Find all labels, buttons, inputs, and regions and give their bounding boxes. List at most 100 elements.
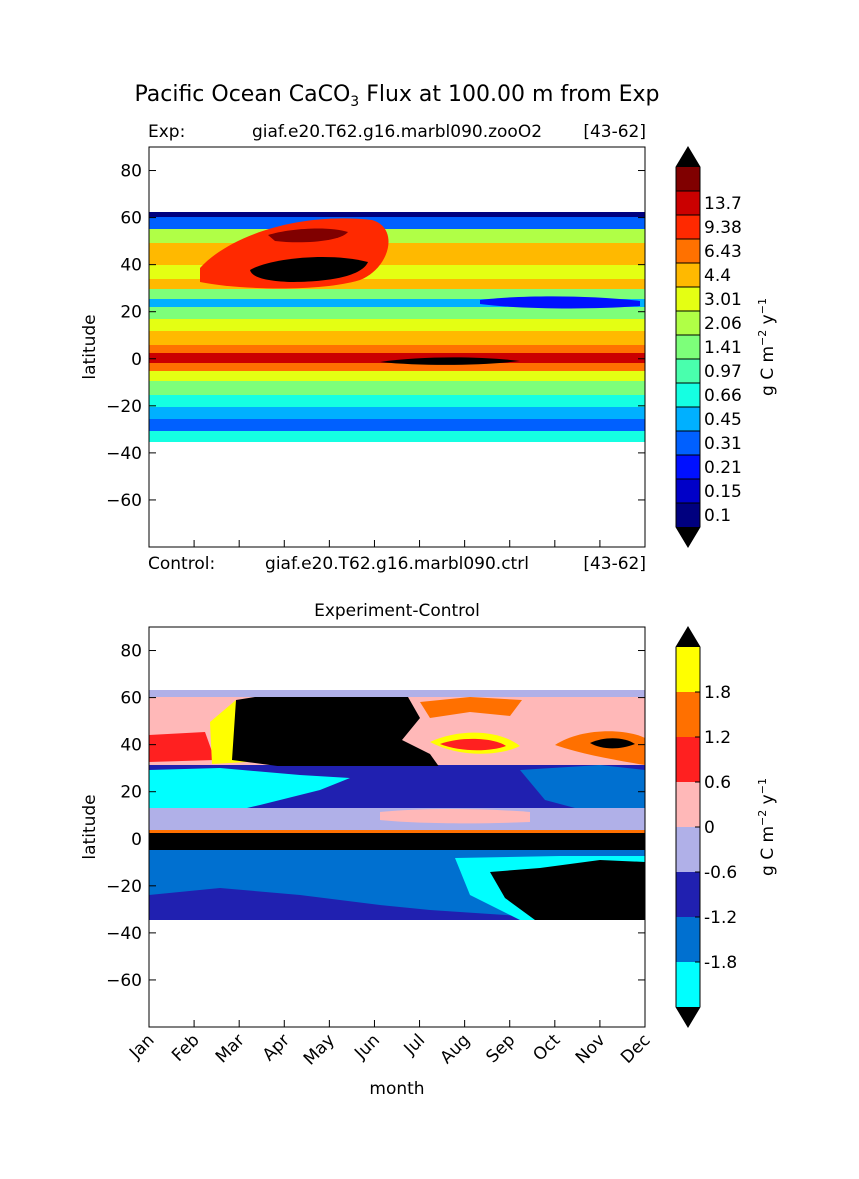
top-label-case: giaf.e20.T62.g16.marbl090.zooO2	[252, 122, 542, 142]
top-band-23s	[149, 407, 645, 419]
colorbar-segment	[676, 455, 700, 479]
top-band-7s	[149, 371, 645, 381]
y-tick-label: −20	[106, 397, 142, 417]
bottom-xlabel: month	[369, 1079, 424, 1099]
y-tick-label: 80	[120, 162, 142, 182]
top-label-left: Exp:	[148, 122, 185, 142]
colorbar-tick-label: 0.31	[704, 434, 742, 454]
colorbar-segment	[676, 263, 700, 287]
colorbar-over-triangle	[676, 147, 700, 167]
colorbar-segment	[676, 737, 700, 782]
y-tick-label: −60	[106, 971, 142, 991]
top-peak-upper	[268, 228, 348, 243]
colorbar-segment	[676, 431, 700, 455]
colorbar-tick-label: -1.8	[704, 953, 737, 973]
colorbar-tick-label: 0.21	[704, 458, 742, 478]
bottom-y-axis: 80 60 40 20 0 −20 −40 −60	[106, 642, 645, 991]
x-tick-label: Oct	[529, 1030, 564, 1065]
top-band-29n	[149, 289, 645, 299]
top-label-years: [43-62]	[583, 122, 646, 142]
top-band-3s	[149, 363, 645, 371]
top-band-60n	[149, 217, 645, 229]
top-band-18s	[149, 395, 645, 407]
colorbar-tick-label: -1.2	[704, 908, 737, 928]
colorbar-segment	[676, 782, 700, 827]
colorbar-segment	[676, 827, 700, 872]
top-band-25n	[149, 299, 645, 307]
top-band-10n	[149, 331, 645, 345]
x-tick-label: Mar	[212, 1030, 249, 1067]
y-tick-label: 40	[120, 736, 142, 756]
colorbar-tick-label: 6.43	[704, 242, 742, 262]
x-tick-label: Jun	[350, 1030, 384, 1064]
colorbar-segment	[676, 335, 700, 359]
y-tick-label: 0	[131, 830, 142, 850]
y-tick-label: −20	[106, 877, 142, 897]
colorbar-tick-label: 13.7	[704, 194, 742, 214]
bottom-blue-east	[520, 765, 645, 815]
colorbar-segment	[676, 311, 700, 335]
colorbar-segment	[676, 407, 700, 431]
top-band-4n	[149, 345, 645, 353]
colorbar-tick-label: 1.8	[704, 683, 731, 703]
y-tick-label: 60	[120, 689, 142, 709]
y-tick-label: 60	[120, 209, 142, 229]
colorbar-tick-label: 0.97	[704, 362, 742, 382]
control-label-years: [43-62]	[583, 554, 646, 574]
colorbar-segment	[676, 383, 700, 407]
colorbar-segment	[676, 359, 700, 383]
colorbar-tick-label: 4.4	[704, 266, 731, 286]
bottom-red-blob	[440, 738, 506, 751]
colorbar-outline	[675, 146, 701, 548]
top-colorbar: 0.1 0.15 0.21 0.31 0.45 0.66 0.97 1.41 2.06 3.01 4…	[675, 146, 742, 548]
colorbar-segment	[676, 479, 700, 503]
colorbar-over-triangle	[676, 627, 700, 647]
top-band-21n	[149, 307, 645, 319]
colorbar-segment	[676, 917, 700, 962]
y-tick-label: 40	[120, 256, 142, 276]
colorbar-segment	[676, 287, 700, 311]
x-tick-label: Dec	[617, 1030, 654, 1067]
y-tick-label: −40	[106, 444, 142, 464]
colorbar-tick-label: 0.15	[704, 482, 742, 502]
y-tick-label: 20	[120, 303, 142, 323]
colorbar-tick-label: 0.66	[704, 386, 742, 406]
top-band-33n	[149, 279, 645, 289]
top-band-55n	[149, 229, 645, 243]
bottom-plot-frame	[148, 626, 646, 1028]
colorbar-segment	[676, 503, 700, 527]
bottom-panel-title: Experiment-Control	[314, 601, 480, 621]
y-tick-label: 80	[120, 642, 142, 662]
colorbar-tick-label: 3.01	[704, 290, 742, 310]
bottom-east-peak	[590, 738, 635, 749]
top-subtropical-minimum	[480, 296, 640, 309]
figure-title: Pacific Ocean CaCO3 Flux at 100.00 m fro…	[134, 82, 659, 110]
x-tick-label: Jul	[400, 1030, 429, 1059]
top-band-28s	[149, 419, 645, 431]
colorbar-tick-label: 9.38	[704, 218, 742, 238]
colorbar-tick-label: -0.6	[704, 863, 737, 883]
top-ylabel: latitude	[80, 314, 100, 379]
top-band-15n	[149, 319, 645, 331]
bottom-south-negative	[490, 860, 645, 920]
top-peak-region	[250, 256, 368, 282]
y-tick-label: 20	[120, 783, 142, 803]
y-tick-label: 0	[131, 350, 142, 370]
colorbar-tick-label: 1.41	[704, 338, 742, 358]
bottom-orange-crest	[420, 697, 522, 718]
top-heatmap	[149, 212, 645, 442]
colorbar-segment	[676, 962, 700, 1007]
colorbar-tick-label: 0	[704, 818, 715, 838]
bottom-band-north-edge	[149, 690, 645, 697]
control-label-left: Control:	[148, 554, 215, 574]
x-tick-label: Feb	[168, 1030, 203, 1065]
colorbar-segment	[676, 215, 700, 239]
top-band-12s	[149, 381, 645, 395]
control-label-case: giaf.e20.T62.g16.marbl090.ctrl	[265, 554, 529, 574]
bottom-colorbar-label: g C m−2 y−1	[756, 778, 778, 876]
bottom-equator-negative	[149, 833, 645, 850]
bottom-colorbar: 1.8 1.2 0.6 0 -0.6 -1.2 -1.8	[675, 626, 737, 1028]
colorbar-segment	[676, 692, 700, 737]
colorbar-tick-label: 0.6	[704, 773, 731, 793]
